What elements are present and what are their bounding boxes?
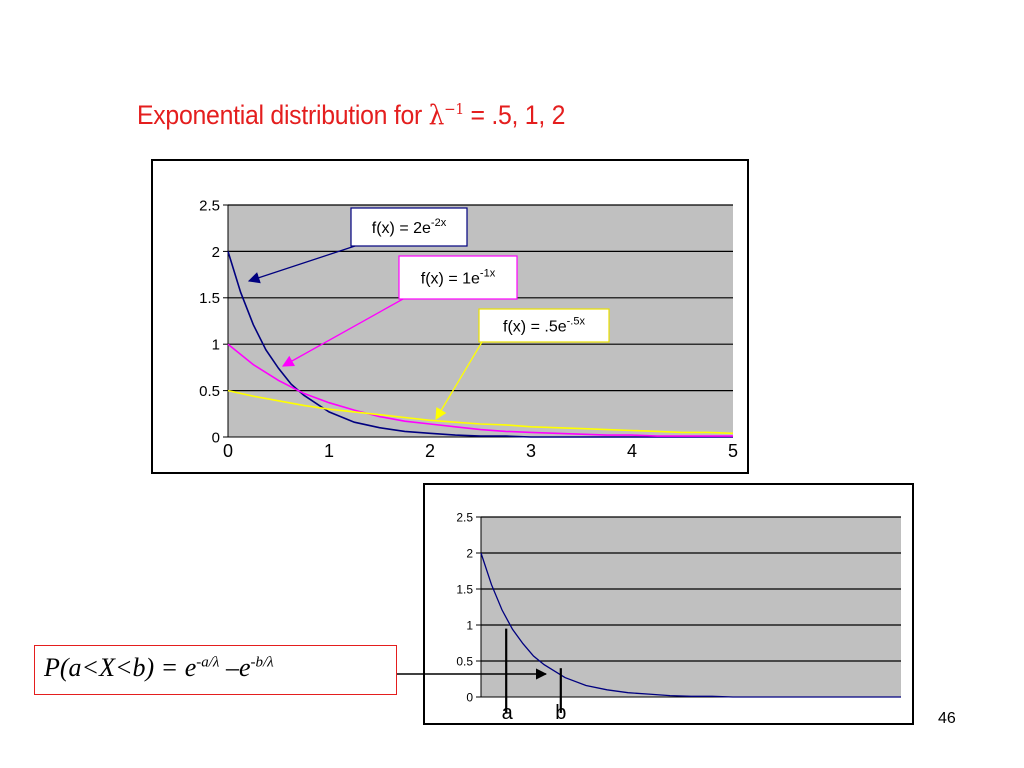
probability-chart-frame: 0 0.5 1 1.5 2 2.5 a b bbox=[423, 483, 914, 725]
y-tick-label: 2.5 bbox=[456, 510, 473, 524]
series-line-0 bbox=[480, 552, 901, 698]
y-tick-label: 1 bbox=[212, 337, 220, 354]
y-tick-label: 1.5 bbox=[199, 290, 220, 307]
y-tick-label: 1 bbox=[466, 618, 473, 632]
x-tick-label: 5 bbox=[728, 441, 738, 461]
probability-chart: 0 0.5 1 1.5 2 2.5 a b bbox=[456, 510, 901, 724]
y-tick-label: 0.5 bbox=[199, 383, 220, 400]
series-line-1 bbox=[227, 343, 733, 437]
x-tick-label: 2 bbox=[425, 441, 435, 461]
series-label-box bbox=[478, 308, 610, 343]
main-chart: 0 0.5 1 1.5 2 2.5 0 1 2 3 4 5 f(x) = 2e-2x f(x) = 1e-… bbox=[199, 197, 738, 461]
marker-label-a: a bbox=[502, 702, 514, 724]
formula-exponent-a: -a/λ bbox=[196, 654, 220, 671]
series-label-text: f(x) = 1e-1x bbox=[421, 268, 496, 288]
y-tick-label: 0 bbox=[212, 429, 220, 446]
x-tick-label: 4 bbox=[627, 441, 637, 461]
formula-prefix: P(a<X<b) = e bbox=[44, 653, 197, 682]
slide-title: Exponential distribution for λ−1 = .5, 1… bbox=[137, 100, 565, 131]
formula-middle: –e bbox=[219, 653, 251, 682]
series-label-arrow-0 bbox=[247, 245, 356, 284]
series-label-arrow-1 bbox=[281, 298, 404, 367]
x-tick-label: 0 bbox=[223, 441, 233, 461]
lambda-exponent: −1 bbox=[444, 100, 464, 118]
series-label-2: f(x) = .5e-.5x bbox=[478, 308, 610, 343]
series-label-box bbox=[350, 207, 468, 247]
plot-area bbox=[481, 517, 901, 697]
lambda-symbol: λ bbox=[428, 100, 445, 131]
main-chart-frame: 0 0.5 1 1.5 2 2.5 0 1 2 3 4 5 f(x) = 2e-2x f(x) = 1e-… bbox=[151, 159, 749, 474]
series-label-arrow-2 bbox=[435, 341, 483, 421]
y-tick-label: 1.5 bbox=[456, 582, 473, 596]
series-label-text: f(x) = 2e-2x bbox=[372, 217, 447, 237]
y-tick-label: 2 bbox=[212, 244, 220, 261]
y-tick-label: 0.5 bbox=[456, 654, 473, 668]
series-label-0: f(x) = 2e-2x bbox=[350, 207, 468, 247]
x-tick-label: 3 bbox=[526, 441, 536, 461]
y-tick-label: 2.5 bbox=[199, 197, 220, 214]
series-line-2 bbox=[227, 389, 734, 435]
series-label-text: f(x) = .5e-.5x bbox=[503, 316, 585, 336]
marker-label-b: b bbox=[555, 702, 566, 724]
slide-title-text: Exponential distribution for bbox=[137, 100, 429, 130]
slide-title-values: = .5, 1, 2 bbox=[463, 100, 566, 130]
formula-exponent-b: -b/λ bbox=[250, 654, 274, 671]
y-tick-label: 0 bbox=[466, 690, 473, 704]
probability-formula: P(a<X<b) = e-a/λ –e-b/λ bbox=[34, 645, 397, 695]
series-label-1: f(x) = 1e-1x bbox=[398, 255, 518, 300]
page-number: 46 bbox=[938, 710, 956, 727]
x-tick-label: 1 bbox=[324, 441, 334, 461]
series-line-0 bbox=[227, 251, 733, 438]
y-tick-label: 2 bbox=[466, 546, 473, 560]
series-label-box bbox=[398, 255, 518, 300]
